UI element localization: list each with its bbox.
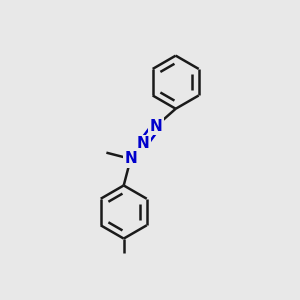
Text: N: N [124, 152, 137, 166]
Text: N: N [137, 136, 150, 151]
Text: N: N [150, 118, 162, 134]
